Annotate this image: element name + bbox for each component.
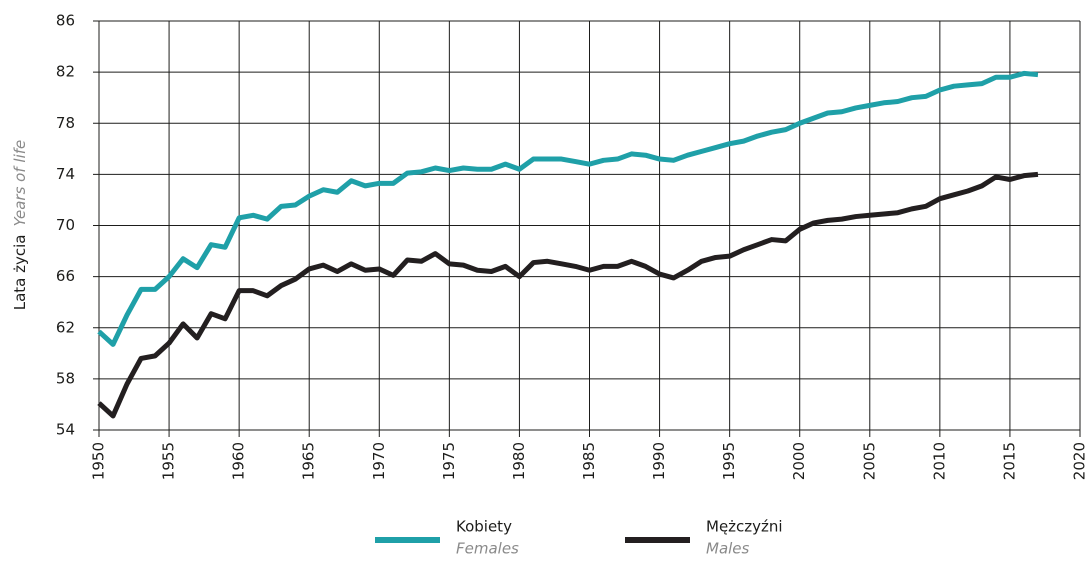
y-label-pl: Lata życia bbox=[11, 235, 29, 311]
y-tick-label: 58 bbox=[56, 369, 75, 387]
y-tick-label: 74 bbox=[56, 165, 75, 183]
y-tick-label: 82 bbox=[56, 63, 75, 81]
y-tick-label: 70 bbox=[56, 216, 75, 234]
legend-sublabel: Females bbox=[456, 540, 519, 558]
y-tick-label: 66 bbox=[56, 267, 75, 285]
x-tick-label: 1990 bbox=[650, 442, 668, 480]
y-tick-label: 62 bbox=[56, 318, 75, 336]
x-tick-label: 1985 bbox=[580, 442, 598, 480]
x-tick-label: 1975 bbox=[440, 442, 458, 480]
x-tick-label: 1980 bbox=[510, 442, 528, 480]
x-tick-label: 2020 bbox=[1071, 442, 1087, 480]
x-tick-label: 1995 bbox=[720, 442, 738, 480]
y-tick-label: 54 bbox=[56, 421, 75, 439]
x-tick-label: 1955 bbox=[160, 442, 178, 480]
x-tick-label: 2005 bbox=[860, 442, 878, 480]
legend-label: Kobiety bbox=[456, 518, 512, 536]
series-line bbox=[97, 171, 1039, 419]
x-tick-label: 1960 bbox=[230, 442, 248, 480]
x-tick-label: 2015 bbox=[1000, 442, 1018, 480]
x-tick-label: 1970 bbox=[370, 442, 388, 480]
series-line bbox=[97, 70, 1039, 347]
y-axis-label: Lata życia Years of life bbox=[11, 140, 29, 311]
y-tick-label: 86 bbox=[56, 12, 75, 30]
x-tick-label: 2000 bbox=[790, 442, 808, 480]
y-tick-label: 78 bbox=[56, 114, 75, 132]
legend-sublabel: Males bbox=[706, 540, 750, 558]
x-tick-label: 1950 bbox=[90, 442, 108, 480]
x-tick-label: 1965 bbox=[300, 442, 318, 480]
legend-label: Mężczyźni bbox=[706, 518, 783, 536]
x-tick-label: 2010 bbox=[930, 442, 948, 480]
y-label-en: Years of life bbox=[11, 140, 29, 227]
